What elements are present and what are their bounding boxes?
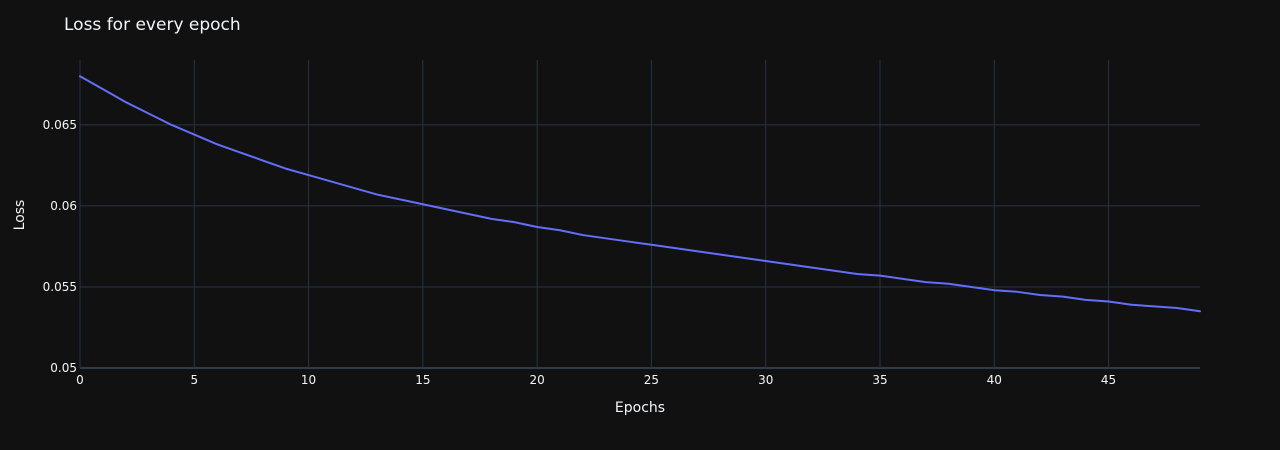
y-gridlines (80, 124, 1200, 369)
y-tick-label: 0.055 (43, 280, 77, 294)
x-tick-labels: 0 5 10 15 20 25 30 35 40 45 (76, 373, 1116, 387)
x-gridlines (79, 60, 1110, 368)
x-tick-label: 30 (758, 373, 773, 387)
x-tick-label: 35 (872, 373, 887, 387)
x-tick-label: 45 (1101, 373, 1116, 387)
y-tick-labels: 0.05 0.055 0.06 0.065 (43, 118, 77, 375)
chart-title: Loss for every epoch (64, 15, 241, 35)
x-tick-label: 25 (644, 373, 659, 387)
y-tick-label: 0.065 (43, 118, 77, 132)
x-tick-label: 5 (190, 373, 198, 387)
x-tick-label: 0 (76, 373, 84, 387)
loss-series-line (79, 75, 1201, 313)
x-tick-label: 20 (530, 373, 545, 387)
y-axis-title: Loss (12, 200, 28, 231)
x-tick-label: 15 (415, 373, 430, 387)
x-tick-label: 10 (301, 373, 316, 387)
x-tick-label: 40 (987, 373, 1002, 387)
y-tick-label: 0.06 (50, 199, 77, 213)
series-layer (79, 75, 1201, 313)
y-tick-label: 0.05 (50, 361, 77, 375)
x-axis-title: Epochs (615, 400, 665, 416)
